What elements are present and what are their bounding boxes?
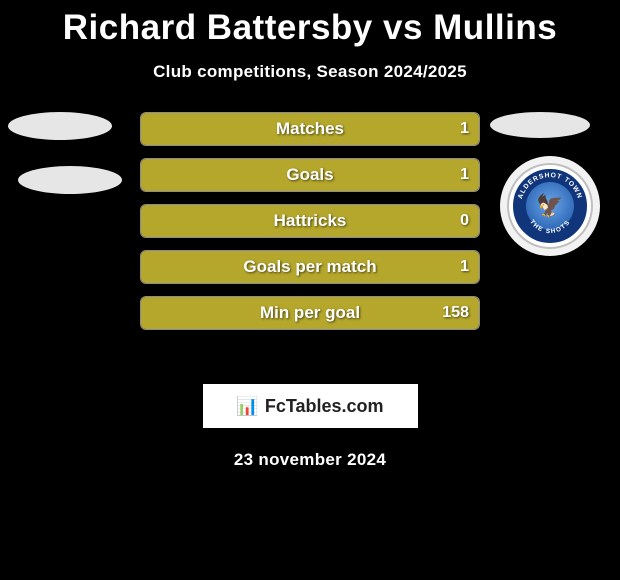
badge-ring-top: ALDERSHOT TOWN [517,172,583,200]
vs-word: vs [383,8,423,47]
player2-name: Mullins [433,8,557,47]
comparison-title: Richard Battersby vs Mullins [0,0,620,48]
svg-text:ALDERSHOT TOWN: ALDERSHOT TOWN [517,172,583,200]
club-badge-inner: ALDERSHOT TOWN THE SHOTS 🦅 [509,165,591,247]
date-label: 23 november 2024 [0,450,620,470]
chart-icon: 📊 [236,396,258,417]
ghost-ellipse-left-1 [8,112,112,140]
fctables-attribution: 📊 FcTables.com [203,384,418,428]
ghost-ellipse-left-2 [18,166,122,194]
stat-bar: Goals1 [140,158,480,192]
stat-bar-label: Min per goal [141,297,479,329]
stat-bar-value: 0 [460,205,469,237]
stat-bar: Hattricks0 [140,204,480,238]
stat-bar-value: 158 [442,297,469,329]
subtitle: Club competitions, Season 2024/2025 [0,62,620,82]
ghost-ellipse-right-1 [490,112,590,138]
player2-club-badge: ALDERSHOT TOWN THE SHOTS 🦅 [500,156,600,256]
stat-bar-label: Goals [141,159,479,191]
player1-name: Richard Battersby [63,8,373,47]
stat-bar-value: 1 [460,113,469,145]
badge-ring-bottom: THE SHOTS [528,219,572,236]
stats-stage: ALDERSHOT TOWN THE SHOTS 🦅 Matches1Goals… [0,112,620,362]
stat-bar-value: 1 [460,159,469,191]
svg-text:THE SHOTS: THE SHOTS [528,219,572,236]
stat-bar-label: Goals per match [141,251,479,283]
stat-bar: Min per goal158 [140,296,480,330]
stat-bar: Matches1 [140,112,480,146]
stat-bar: Goals per match1 [140,250,480,284]
stat-bar-label: Hattricks [141,205,479,237]
stat-bar-value: 1 [460,251,469,283]
club-badge-text-ring: ALDERSHOT TOWN THE SHOTS [513,169,587,243]
stat-bar-label: Matches [141,113,479,145]
fctables-label: FcTables.com [265,396,384,417]
